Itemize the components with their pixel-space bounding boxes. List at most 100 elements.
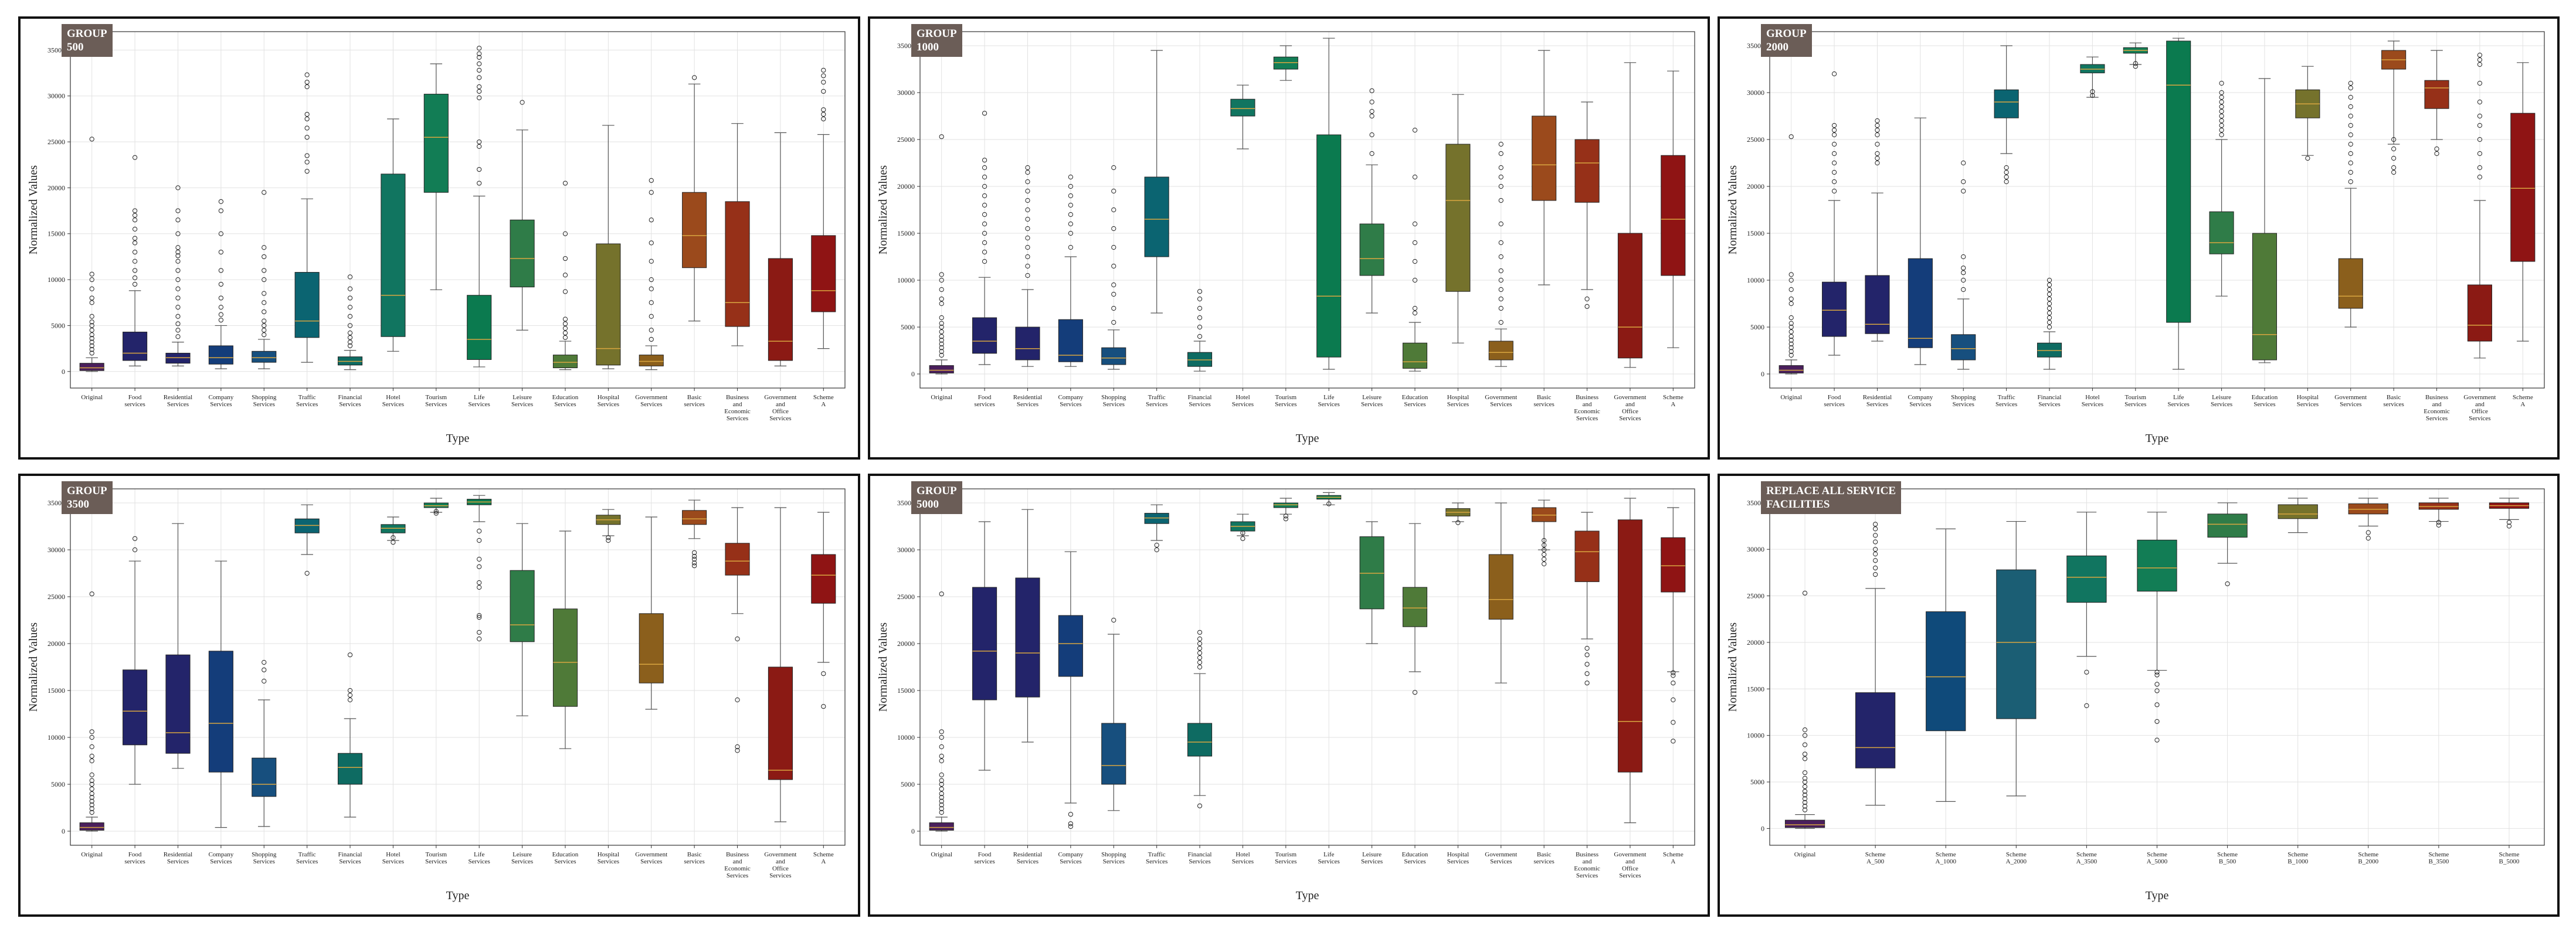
- outlier-point: [939, 134, 944, 140]
- outlier-point: [89, 772, 94, 778]
- outlier-point: [347, 314, 353, 319]
- x-tick-label: Education Services: [552, 851, 579, 865]
- outlier-point: [1961, 287, 1966, 292]
- box: [423, 94, 449, 193]
- outlier-point: [735, 748, 740, 753]
- box: [929, 365, 954, 373]
- y-axis-title: Normalized Values: [27, 165, 40, 255]
- y-axis-title: Normalized Values: [877, 623, 890, 712]
- outlier-point: [2084, 669, 2089, 675]
- outlier-point: [1068, 174, 1073, 180]
- box: [811, 554, 836, 604]
- outlier-point: [1542, 556, 1547, 562]
- x-tick-label: Scheme B_500: [2217, 851, 2238, 865]
- y-tick-label: 35000: [1747, 499, 1764, 507]
- x-tick-label: Hotel Services: [2082, 394, 2103, 408]
- outlier-point: [1498, 151, 1503, 157]
- outlier-point: [1671, 720, 1676, 725]
- outlier-point: [2219, 80, 2224, 86]
- x-tick-label: Shopping Services: [1101, 851, 1126, 865]
- outlier-point: [692, 563, 697, 569]
- box: [1402, 342, 1428, 369]
- outlier-point: [132, 547, 138, 553]
- outlier-point: [939, 272, 944, 277]
- outlier-point: [175, 245, 181, 250]
- outlier-point: [304, 84, 310, 90]
- outlier-point: [2046, 277, 2052, 283]
- box: [79, 822, 104, 831]
- outlier-point: [262, 323, 267, 328]
- outlier-point: [1788, 272, 1794, 277]
- boxplot-chart: 0 5000 10000 15000 20000 25000 30000 35000 Origi…: [27, 488, 846, 902]
- y-tick-label: 5000: [1750, 323, 1764, 331]
- x-tick-label: Company Services: [208, 851, 233, 865]
- plot-frame: [70, 31, 846, 389]
- outlier-point: [939, 296, 944, 302]
- outlier-point: [2225, 581, 2230, 587]
- outlier-point: [304, 135, 310, 140]
- x-tick-label: Residential Services: [1863, 394, 1892, 408]
- outlier-point: [1961, 188, 1966, 194]
- plot-frame: [1769, 31, 2545, 389]
- outlier-point: [1788, 341, 1794, 346]
- y-tick-label: 0: [1761, 824, 1764, 832]
- box: [2510, 113, 2536, 262]
- outlier-point: [89, 319, 94, 325]
- x-tick-label: Financial Services: [2038, 394, 2062, 408]
- x-tick-label: Education Services: [2252, 394, 2278, 408]
- outlier-point: [982, 240, 987, 246]
- outlier-point: [1283, 513, 1288, 519]
- box: [1822, 281, 1847, 337]
- outlier-point: [1788, 296, 1794, 302]
- outlier-point: [939, 729, 944, 734]
- outlier-point: [2477, 137, 2483, 142]
- outlier-point: [89, 137, 94, 142]
- x-tick-label: Traffic Services: [296, 394, 318, 408]
- x-tick-label: Basic services: [684, 851, 704, 865]
- outlier-point: [821, 67, 826, 73]
- outlier-point: [1025, 273, 1030, 278]
- box: [165, 352, 191, 364]
- outlier-point: [821, 671, 826, 676]
- x-tick-label: Leisure Services: [2211, 394, 2232, 408]
- outlier-point: [477, 55, 482, 60]
- outlier-point: [1802, 779, 1808, 785]
- x-tick-label: Shopping Services: [252, 851, 277, 865]
- outlier-point: [433, 509, 439, 514]
- box: [2137, 539, 2177, 592]
- outlier-point: [1111, 319, 1116, 325]
- outlier-point: [1831, 160, 1837, 166]
- outlier-point: [1831, 188, 1837, 194]
- x-tick-label: Scheme A_1000: [1936, 851, 1957, 865]
- outlier-point: [1498, 287, 1503, 292]
- outlier-point: [982, 111, 987, 116]
- outlier-point: [2046, 310, 2052, 316]
- box: [811, 235, 836, 312]
- outlier-point: [218, 231, 223, 236]
- outlier-point: [1455, 520, 1461, 525]
- outlier-point: [89, 347, 94, 352]
- outlier-point: [1498, 221, 1503, 227]
- x-tick-label: Food services: [974, 394, 995, 408]
- outlier-point: [939, 791, 944, 797]
- outlier-point: [1111, 165, 1116, 171]
- box: [1574, 139, 1600, 203]
- outlier-point: [1542, 538, 1547, 543]
- outlier-point: [262, 190, 267, 195]
- outlier-point: [982, 221, 987, 227]
- box: [639, 613, 664, 683]
- plot-frame: [919, 31, 1695, 389]
- outlier-point: [982, 212, 987, 217]
- outlier-point: [2348, 179, 2353, 185]
- outlier-point: [347, 692, 353, 698]
- outlier-point: [477, 46, 482, 51]
- outlier-point: [218, 208, 223, 213]
- outlier-point: [218, 249, 223, 255]
- outlier-point: [218, 281, 223, 287]
- outlier-point: [1412, 305, 1418, 311]
- x-tick-label: Residential Services: [164, 394, 193, 408]
- outlier-point: [2219, 104, 2224, 110]
- box: [972, 317, 997, 354]
- x-tick-label: Food services: [974, 851, 995, 865]
- y-tick-label: 15000: [897, 229, 915, 237]
